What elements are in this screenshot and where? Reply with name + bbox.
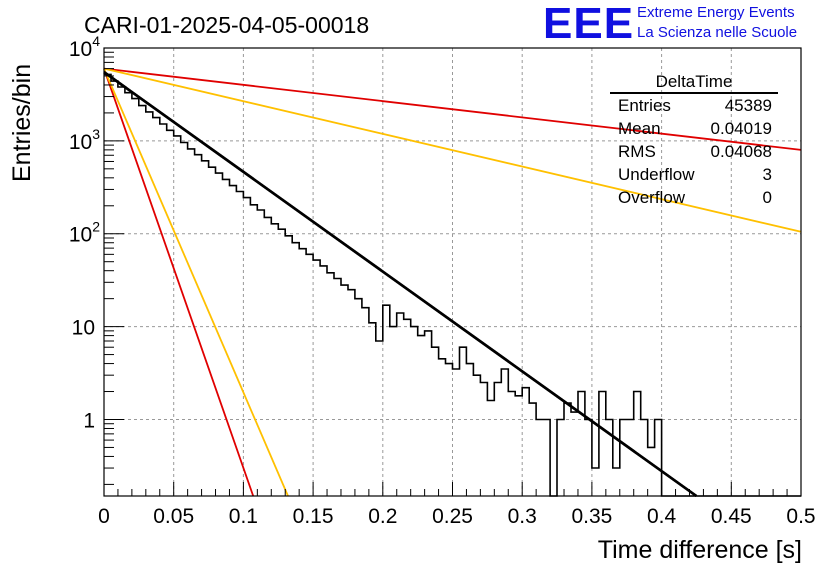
fit-line-4 xyxy=(103,68,289,497)
stats-title: DeltaTime xyxy=(610,72,778,94)
stats-label: Overflow xyxy=(618,188,686,207)
stats-row-underflow: Underflow 3 xyxy=(612,163,776,186)
axis-ticks xyxy=(103,47,802,496)
chart-title: CARI-01-2025-04-05-00018 xyxy=(84,12,370,38)
x-tick-label: 0.15 xyxy=(293,505,334,528)
fit-line-0 xyxy=(103,71,698,498)
histogram-deltatime xyxy=(104,73,801,497)
y-tick-label: 10 xyxy=(72,317,95,340)
y-tick-label: 102 xyxy=(69,219,100,247)
x-tick-label: 0.45 xyxy=(711,505,752,528)
x-tick-label: 0.05 xyxy=(153,505,194,528)
stats-value: 0.04019 xyxy=(710,119,772,138)
y-tick-label: 1 xyxy=(83,409,95,432)
eee-logo: EEE xyxy=(543,0,635,48)
logo-line-1: Extreme Energy Events xyxy=(637,4,795,21)
x-tick-label: 0.2 xyxy=(368,505,397,528)
stats-value: 3 xyxy=(762,165,772,184)
fit-line-2 xyxy=(103,67,802,233)
stats-label: Entries xyxy=(618,96,671,115)
fit-line-1 xyxy=(103,67,802,151)
stats-label: RMS xyxy=(618,142,656,161)
stats-label: Underflow xyxy=(618,165,695,184)
x-tick-label: 0 xyxy=(98,505,110,528)
stats-row-entries: Entries 45389 xyxy=(612,94,776,117)
x-tick-labels: 0 0.05 0.1 0.15 0.2 0.25 0.3 0.35 0.4 0.45 0.5 xyxy=(98,505,815,528)
x-tick-label: 0.4 xyxy=(647,505,677,528)
x-tick-label: 0.1 xyxy=(229,505,258,528)
y-tick-labels: 1 10 102 103 104 xyxy=(69,33,100,432)
stats-value: 0.04068 xyxy=(710,142,772,161)
y-tick-label: 103 xyxy=(69,126,100,154)
y-axis-label: Entries/bin xyxy=(8,63,36,182)
grid-lines xyxy=(104,48,801,496)
stats-row-mean: Mean 0.04019 xyxy=(612,117,776,140)
logo-line-2: La Scienza nelle Scuole xyxy=(637,24,798,41)
y-tick-label: 104 xyxy=(69,33,100,61)
stats-row-rms: RMS 0.04068 xyxy=(612,140,776,163)
x-tick-label: 0.25 xyxy=(432,505,473,528)
stats-value: 0 xyxy=(762,188,772,207)
x-tick-label: 0.3 xyxy=(508,505,537,528)
stats-row-overflow: Overflow 0 xyxy=(612,186,776,209)
x-tick-label: 0.35 xyxy=(571,505,612,528)
stats-box: DeltaTime Entries 45389 Mean 0.04019 RMS… xyxy=(610,72,778,209)
stats-value: 45389 xyxy=(724,96,772,115)
x-axis-label: Time difference [s] xyxy=(597,536,802,564)
x-tick-label: 0.5 xyxy=(786,505,815,528)
stats-label: Mean xyxy=(618,119,661,138)
fit-line-3 xyxy=(103,68,255,497)
